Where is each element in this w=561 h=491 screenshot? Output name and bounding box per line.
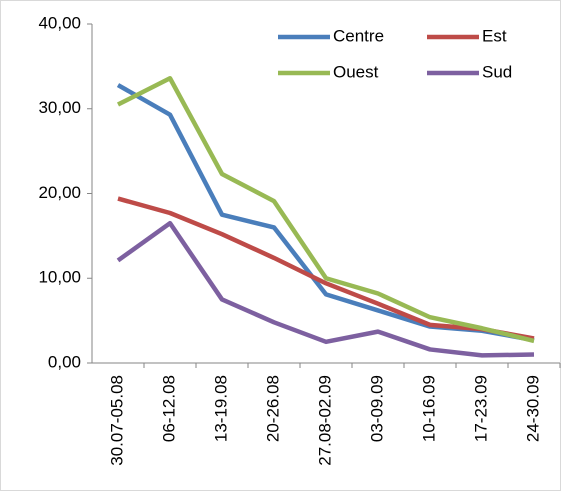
legend-label: Centre	[333, 26, 384, 45]
legend-label: Ouest	[333, 62, 379, 81]
x-tick-label: 24-30.09	[523, 375, 542, 442]
y-tick-label: 30,00	[38, 98, 81, 117]
x-tick-label: 27.08-02.09	[315, 375, 334, 466]
x-tick-label: 03-09.09	[367, 375, 386, 442]
y-tick-label: 40,00	[38, 13, 81, 32]
y-tick-label: 0,00	[48, 352, 81, 371]
y-tick-label: 20,00	[38, 183, 81, 202]
x-tick-label: 10-16.09	[419, 375, 438, 442]
x-tick-label: 13-19.08	[211, 375, 230, 442]
series-line	[116, 75, 535, 344]
series-line	[117, 196, 535, 341]
x-tick-label: 30.07-05.08	[107, 375, 126, 466]
x-tick-label: 17-23.09	[471, 375, 490, 442]
y-tick-label: 10,00	[38, 268, 81, 287]
legend-label: Est	[482, 26, 507, 45]
series-line	[116, 220, 535, 358]
x-tick-label: 06-12.08	[159, 375, 178, 442]
x-tick-label: 20-26.08	[263, 375, 282, 442]
legend-label: Sud	[482, 62, 512, 81]
